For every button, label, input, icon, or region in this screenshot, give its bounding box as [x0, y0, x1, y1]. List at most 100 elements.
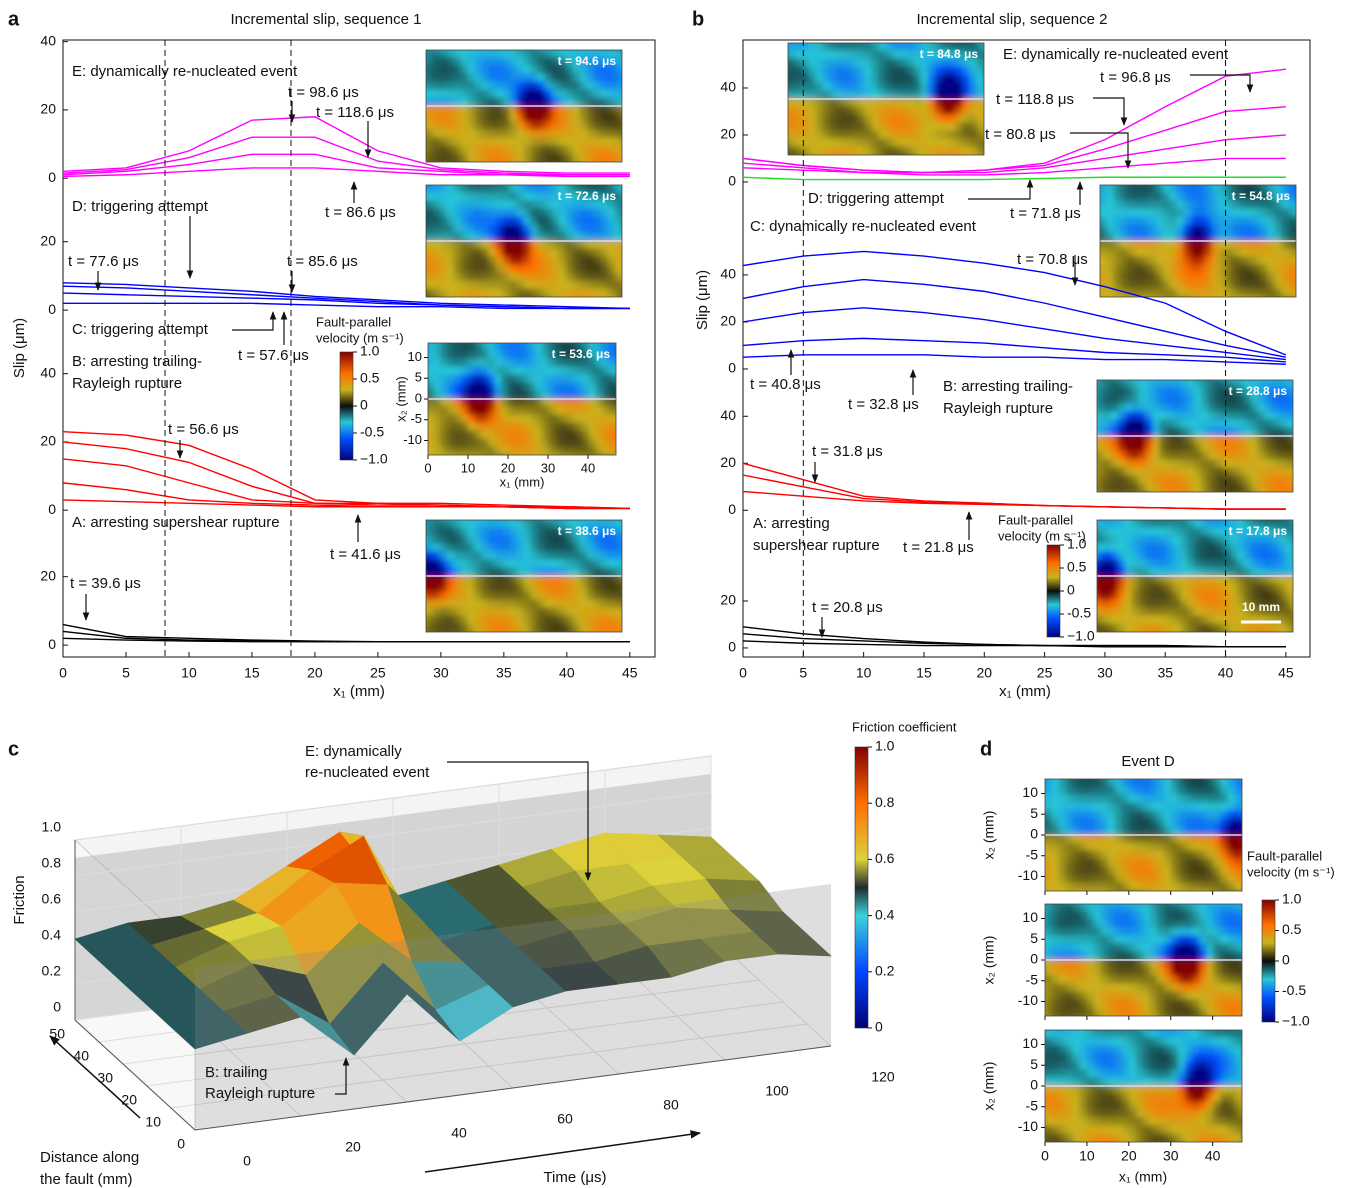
heat-cell — [434, 391, 442, 400]
heat-cell — [1181, 380, 1189, 389]
scale-bar-label: 10 mm — [1242, 600, 1280, 614]
heat-cell — [454, 375, 462, 384]
heat-cell — [1132, 428, 1140, 437]
heat-cell — [816, 83, 824, 92]
heat-cell — [1080, 859, 1088, 868]
heat-cell — [489, 568, 497, 577]
heat-cell — [1188, 412, 1196, 421]
heat-cell — [475, 431, 483, 440]
heat-cell — [1227, 875, 1235, 884]
heat-cell — [1073, 904, 1081, 913]
heat-cell — [1185, 811, 1193, 820]
heat-cell — [538, 209, 546, 218]
heat-cell — [1261, 273, 1269, 282]
heat-cell — [1212, 241, 1220, 250]
heat-cell — [475, 447, 483, 456]
heat-cell — [433, 528, 441, 537]
x-axis-label: x₁ (mm) — [333, 683, 385, 700]
heat-cell — [907, 43, 915, 52]
heat-cell — [1080, 1000, 1088, 1009]
heat-cell — [977, 123, 985, 132]
heat-cell — [1286, 444, 1294, 453]
heat-cell — [587, 576, 595, 585]
panel-label: d — [980, 738, 992, 760]
heat-cell — [510, 552, 518, 561]
heat-cell — [1240, 209, 1248, 218]
y-tick-label: 40 — [73, 1048, 89, 1064]
heat-cell — [1115, 952, 1123, 961]
heat-cell — [1059, 843, 1067, 852]
heat-cell — [501, 359, 509, 368]
heat-cell — [559, 74, 567, 83]
heat-cell — [1101, 944, 1109, 953]
heat-cell — [522, 391, 530, 400]
heat-cell — [1234, 859, 1242, 868]
heat-cell — [1181, 616, 1189, 625]
heat-cell — [802, 99, 810, 108]
heat-cell — [1237, 544, 1245, 553]
inset-y-tick-label: -10 — [403, 432, 422, 447]
heat-cell — [1230, 476, 1238, 485]
heat-cell — [1205, 201, 1213, 210]
heat-cell — [1118, 412, 1126, 421]
heat-cell — [1251, 484, 1259, 493]
heat-cell — [1195, 420, 1203, 429]
heat-cell — [1150, 779, 1158, 788]
heat-cell — [1160, 592, 1168, 601]
heat-cell — [1160, 444, 1168, 453]
heat-cell — [566, 154, 574, 163]
heat-cell — [1115, 851, 1123, 860]
x-tick-label: 35 — [496, 665, 512, 681]
heat-cell — [535, 343, 543, 352]
heat-cell — [454, 584, 462, 593]
heat-cell — [1073, 976, 1081, 985]
heat-cell — [1114, 241, 1122, 250]
heat-cell — [595, 415, 603, 424]
heat-cell — [1226, 273, 1234, 282]
heat-cell — [1174, 624, 1182, 633]
heat-cell — [461, 399, 469, 408]
y-tick-label: 10 — [145, 1114, 161, 1130]
heat-cell — [1181, 568, 1189, 577]
heat-cell — [1073, 920, 1081, 929]
heat-cell — [481, 391, 489, 400]
heat-cell — [1156, 225, 1164, 234]
heat-cell — [566, 209, 574, 218]
heat-cell — [566, 568, 574, 577]
heat-cell — [426, 281, 434, 290]
heat-cell — [1149, 281, 1157, 290]
heat-cell — [879, 67, 887, 76]
heat-cell — [426, 600, 434, 609]
heat-cell — [580, 74, 588, 83]
heat-cell — [1150, 835, 1158, 844]
heat-cell — [802, 43, 810, 52]
heat-cell — [1195, 396, 1203, 405]
heat-cell — [1059, 1000, 1067, 1009]
heat-cell — [1181, 552, 1189, 561]
heat-cell — [510, 66, 518, 75]
heat-cell — [503, 257, 511, 266]
heat-cell — [1153, 616, 1161, 625]
heat-cell — [573, 90, 581, 99]
heat-cell — [517, 249, 525, 258]
heat-cell — [830, 83, 838, 92]
heat-cell — [426, 520, 434, 529]
heat-cell — [1223, 452, 1231, 461]
heat-cell — [447, 624, 455, 633]
heat-cell — [447, 185, 455, 194]
heat-cell — [538, 257, 546, 266]
panel-title: Incremental slip, sequence 2 — [917, 11, 1108, 28]
heat-cell — [447, 50, 455, 59]
heat-cell — [1237, 484, 1245, 493]
heat-cell — [1178, 867, 1186, 876]
heat-cell — [1122, 787, 1130, 796]
heat-cell — [1227, 795, 1235, 804]
annotation: t = 40.8 μs — [750, 376, 821, 393]
heat-cell — [1045, 936, 1053, 945]
heat-cell — [1135, 265, 1143, 274]
heat-cell — [489, 528, 497, 537]
heat-cell — [1174, 396, 1182, 405]
annotation: B: arresting trailing- — [72, 353, 202, 370]
heat-cell — [559, 82, 567, 91]
heat-cell — [468, 74, 476, 83]
